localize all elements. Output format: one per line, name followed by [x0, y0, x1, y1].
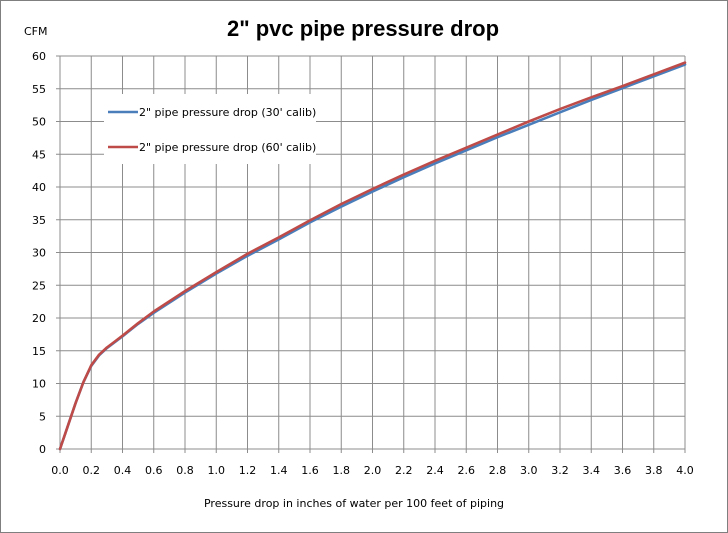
- y-tick-label: 40: [32, 181, 46, 194]
- x-tick-label: 1.8: [333, 464, 351, 477]
- y-tick-label: 50: [32, 116, 46, 129]
- x-tick-label: 3.2: [551, 464, 569, 477]
- tick-labels: 0 5 10 15 20 25 30 35 40 45 50 55 60 0.0 0.2 0.4 0.6 0.8 1…: [32, 50, 694, 477]
- y-tick-label: 30: [32, 247, 46, 260]
- x-axis-label: Pressure drop in inches of water per 100…: [204, 497, 504, 510]
- x-tick-label: 1.6: [301, 464, 319, 477]
- x-tick-label: 0.8: [176, 464, 194, 477]
- y-axis-label: CFM: [24, 25, 48, 38]
- x-tick-label: 0.2: [83, 464, 101, 477]
- x-tick-label: 4.0: [676, 464, 694, 477]
- series-line-2: [58, 61, 687, 451]
- y-tick-label: 20: [32, 312, 46, 325]
- x-tick-label: 0.6: [145, 464, 163, 477]
- x-tick-label: 0.0: [51, 464, 69, 477]
- x-tick-label: 3.0: [520, 464, 538, 477]
- y-tick-label: 0: [39, 443, 46, 456]
- y-tick-label: 60: [32, 50, 46, 63]
- legend-label-1: 2" pipe pressure drop (30' calib): [139, 106, 316, 119]
- x-tick-label: 2.8: [489, 464, 507, 477]
- y-tick-label: 55: [32, 83, 46, 96]
- legend-label-2: 2" pipe pressure drop (60' calib): [139, 141, 316, 154]
- x-tick-label: 3.6: [614, 464, 632, 477]
- x-tick-label: 2.0: [364, 464, 382, 477]
- y-tick-label: 25: [32, 279, 46, 292]
- x-tick-label: 2.6: [458, 464, 476, 477]
- x-tick-label: 1.2: [239, 464, 257, 477]
- legend-box: [104, 94, 316, 164]
- x-tick-label: 3.4: [583, 464, 601, 477]
- y-tick-label: 5: [39, 410, 46, 423]
- x-tick-label: 2.4: [426, 464, 444, 477]
- x-tick-label: 1.4: [270, 464, 288, 477]
- series-lines: [58, 61, 687, 451]
- x-tick-label: 2.2: [395, 464, 413, 477]
- chart-title: 2" pvc pipe pressure drop: [227, 16, 499, 41]
- x-tick-label: 0.4: [114, 464, 132, 477]
- x-tick-label: 1.0: [208, 464, 226, 477]
- y-tick-label: 35: [32, 214, 46, 227]
- legend: 2" pipe pressure drop (30' calib) 2" pipe…: [104, 94, 316, 164]
- x-tick-label: 3.8: [645, 464, 663, 477]
- y-tick-label: 15: [32, 345, 46, 358]
- y-tick-label: 10: [32, 378, 46, 391]
- y-tick-label: 45: [32, 148, 46, 161]
